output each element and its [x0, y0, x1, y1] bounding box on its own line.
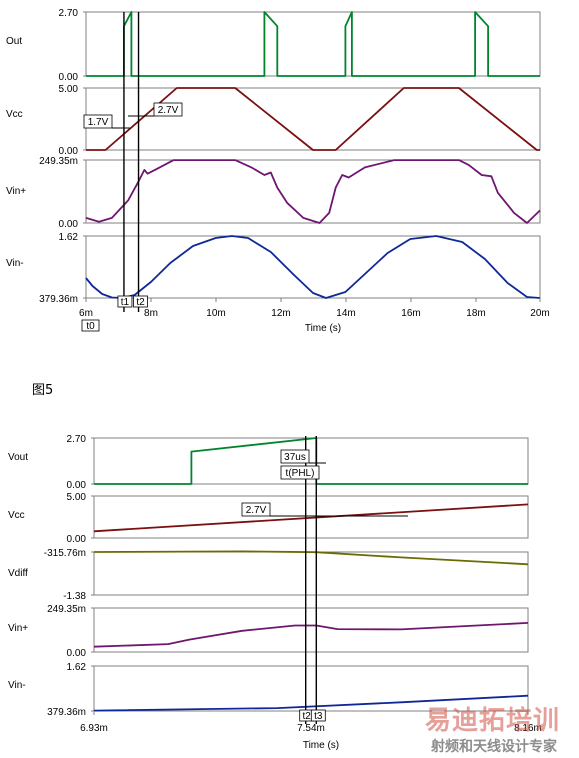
xtick-label-1-1: 7.54m [297, 723, 325, 734]
series-label-vinplus: Vin+ [8, 623, 28, 634]
cursor-label-t2: t2 [303, 711, 312, 722]
series-line-out [86, 11, 540, 77]
ytick-label-max-vcc: 5.00 [67, 492, 87, 503]
annotation-box-1-2 [241, 502, 271, 517]
panel-frame-vinplus [93, 607, 529, 653]
ytick-label-min-vdiff: -1.38 [63, 591, 86, 602]
xtick-label-1-0: 6.93m [80, 723, 108, 734]
cursor-label-t1: t1 [121, 297, 130, 308]
ytick-label-min-vout: 0.00 [67, 480, 87, 491]
annotation-label-0-0: 1.7V [88, 117, 109, 128]
series-label-vcc: Vcc [8, 510, 25, 521]
ytick-label-min-vinplus: 0.00 [59, 219, 79, 230]
ytick-label-min-vinminus: 379.36m [39, 294, 78, 305]
series-line-vcc [86, 87, 540, 151]
series-label-vinplus: Vin+ [6, 186, 26, 197]
figure-5-label: 图5 [32, 383, 54, 398]
annotation-label-1-2: 2.7V [246, 505, 267, 516]
series-line-vcc [93, 503, 529, 533]
x-axis-label-1: Time (s) [303, 740, 339, 751]
series-label-vcc: Vcc [6, 109, 23, 120]
annotation-box-0-1 [153, 102, 183, 117]
series-label-vinminus: Vin- [6, 258, 24, 269]
ytick-label-max-vinplus: 249.35m [39, 156, 78, 167]
xtick-label-0-1: 8m [144, 308, 158, 319]
panel-frame-vdiff [93, 551, 529, 596]
xtick-label-1-2: 8.16m [514, 723, 542, 734]
series-line-vinminus [85, 235, 541, 299]
ytick-label-min-out: 0.00 [59, 72, 79, 83]
series-line-vinplus [85, 159, 541, 224]
watermark-title: 易迪拓培训 [425, 706, 561, 736]
xtick-label-0-7: 20m [530, 308, 549, 319]
panel-frame-vcc [93, 495, 529, 539]
xtick-label-0-4: 14m [336, 308, 355, 319]
cursor-label-t2: t2 [136, 297, 145, 308]
cursor-box-t3 [310, 709, 326, 722]
origin-marker-label: t0 [86, 321, 95, 332]
origin-marker-box [81, 319, 100, 332]
xtick-label-0-6: 18m [466, 308, 485, 319]
series-label-vdiff: Vdiff [8, 568, 28, 579]
x-axis-label-0: Time (s) [305, 323, 341, 334]
ytick-label-min-vinplus: 0.00 [67, 648, 87, 659]
ytick-label-max-vcc: 5.00 [59, 84, 79, 95]
xtick-label-0-0: 6m [79, 308, 93, 319]
cursor-label-t3: t3 [314, 711, 323, 722]
series-label-vout: Vout [8, 452, 28, 463]
series-line-vdiff [93, 550, 529, 566]
ytick-label-min-vcc: 0.00 [59, 146, 79, 157]
annotation-label-0-1: 2.7V [158, 105, 179, 116]
watermark-subtitle: 射频和天线设计专家 [431, 739, 557, 755]
ytick-label-min-vcc: 0.00 [67, 534, 87, 545]
series-line-vinplus [93, 622, 529, 648]
series-line-vinminus [93, 694, 529, 712]
ytick-label-max-out: 2.70 [59, 8, 79, 19]
ytick-label-min-vinminus: 379.36m [47, 707, 86, 718]
annotation-box-0-0 [83, 114, 113, 129]
xtick-label-0-2: 10m [206, 308, 225, 319]
annotation-label-1-1: t(PHL) [286, 468, 315, 479]
annotation-label-1-0: 37us [284, 452, 306, 463]
series-label-vinminus: Vin- [8, 680, 26, 691]
cursor-box-t1 [117, 295, 133, 308]
ytick-label-max-vinminus: 1.62 [59, 232, 79, 243]
ytick-label-max-vinplus: 249.35m [47, 604, 86, 615]
ytick-label-max-vdiff: -315.76m [44, 548, 86, 559]
figure-4-simulation: 2.700.00Out5.000.00Vcc249.35m0.00Vin+1.6… [6, 8, 550, 334]
panel-frame-out [85, 11, 541, 77]
xtick-label-0-3: 12m [271, 308, 290, 319]
watermark-logo: 易迪拓培训 射频和天线设计专家 [425, 700, 575, 758]
xtick-label-0-5: 16m [401, 308, 420, 319]
panel-frame-vinplus [85, 159, 541, 224]
annotation-box-1-0 [280, 449, 310, 464]
annotation-box-1-1 [280, 465, 320, 480]
ytick-label-max-vinminus: 1.62 [67, 662, 87, 673]
series-label-out: Out [6, 36, 22, 47]
series-line-vout [94, 437, 528, 485]
panel-frame-vinminus [85, 235, 541, 299]
figure-5-simulation: 2.700.00Vout5.000.00Vcc-315.76m-1.38Vdif… [8, 434, 542, 751]
cursor-box-t2 [133, 295, 148, 308]
ytick-label-max-vout: 2.70 [67, 434, 87, 445]
